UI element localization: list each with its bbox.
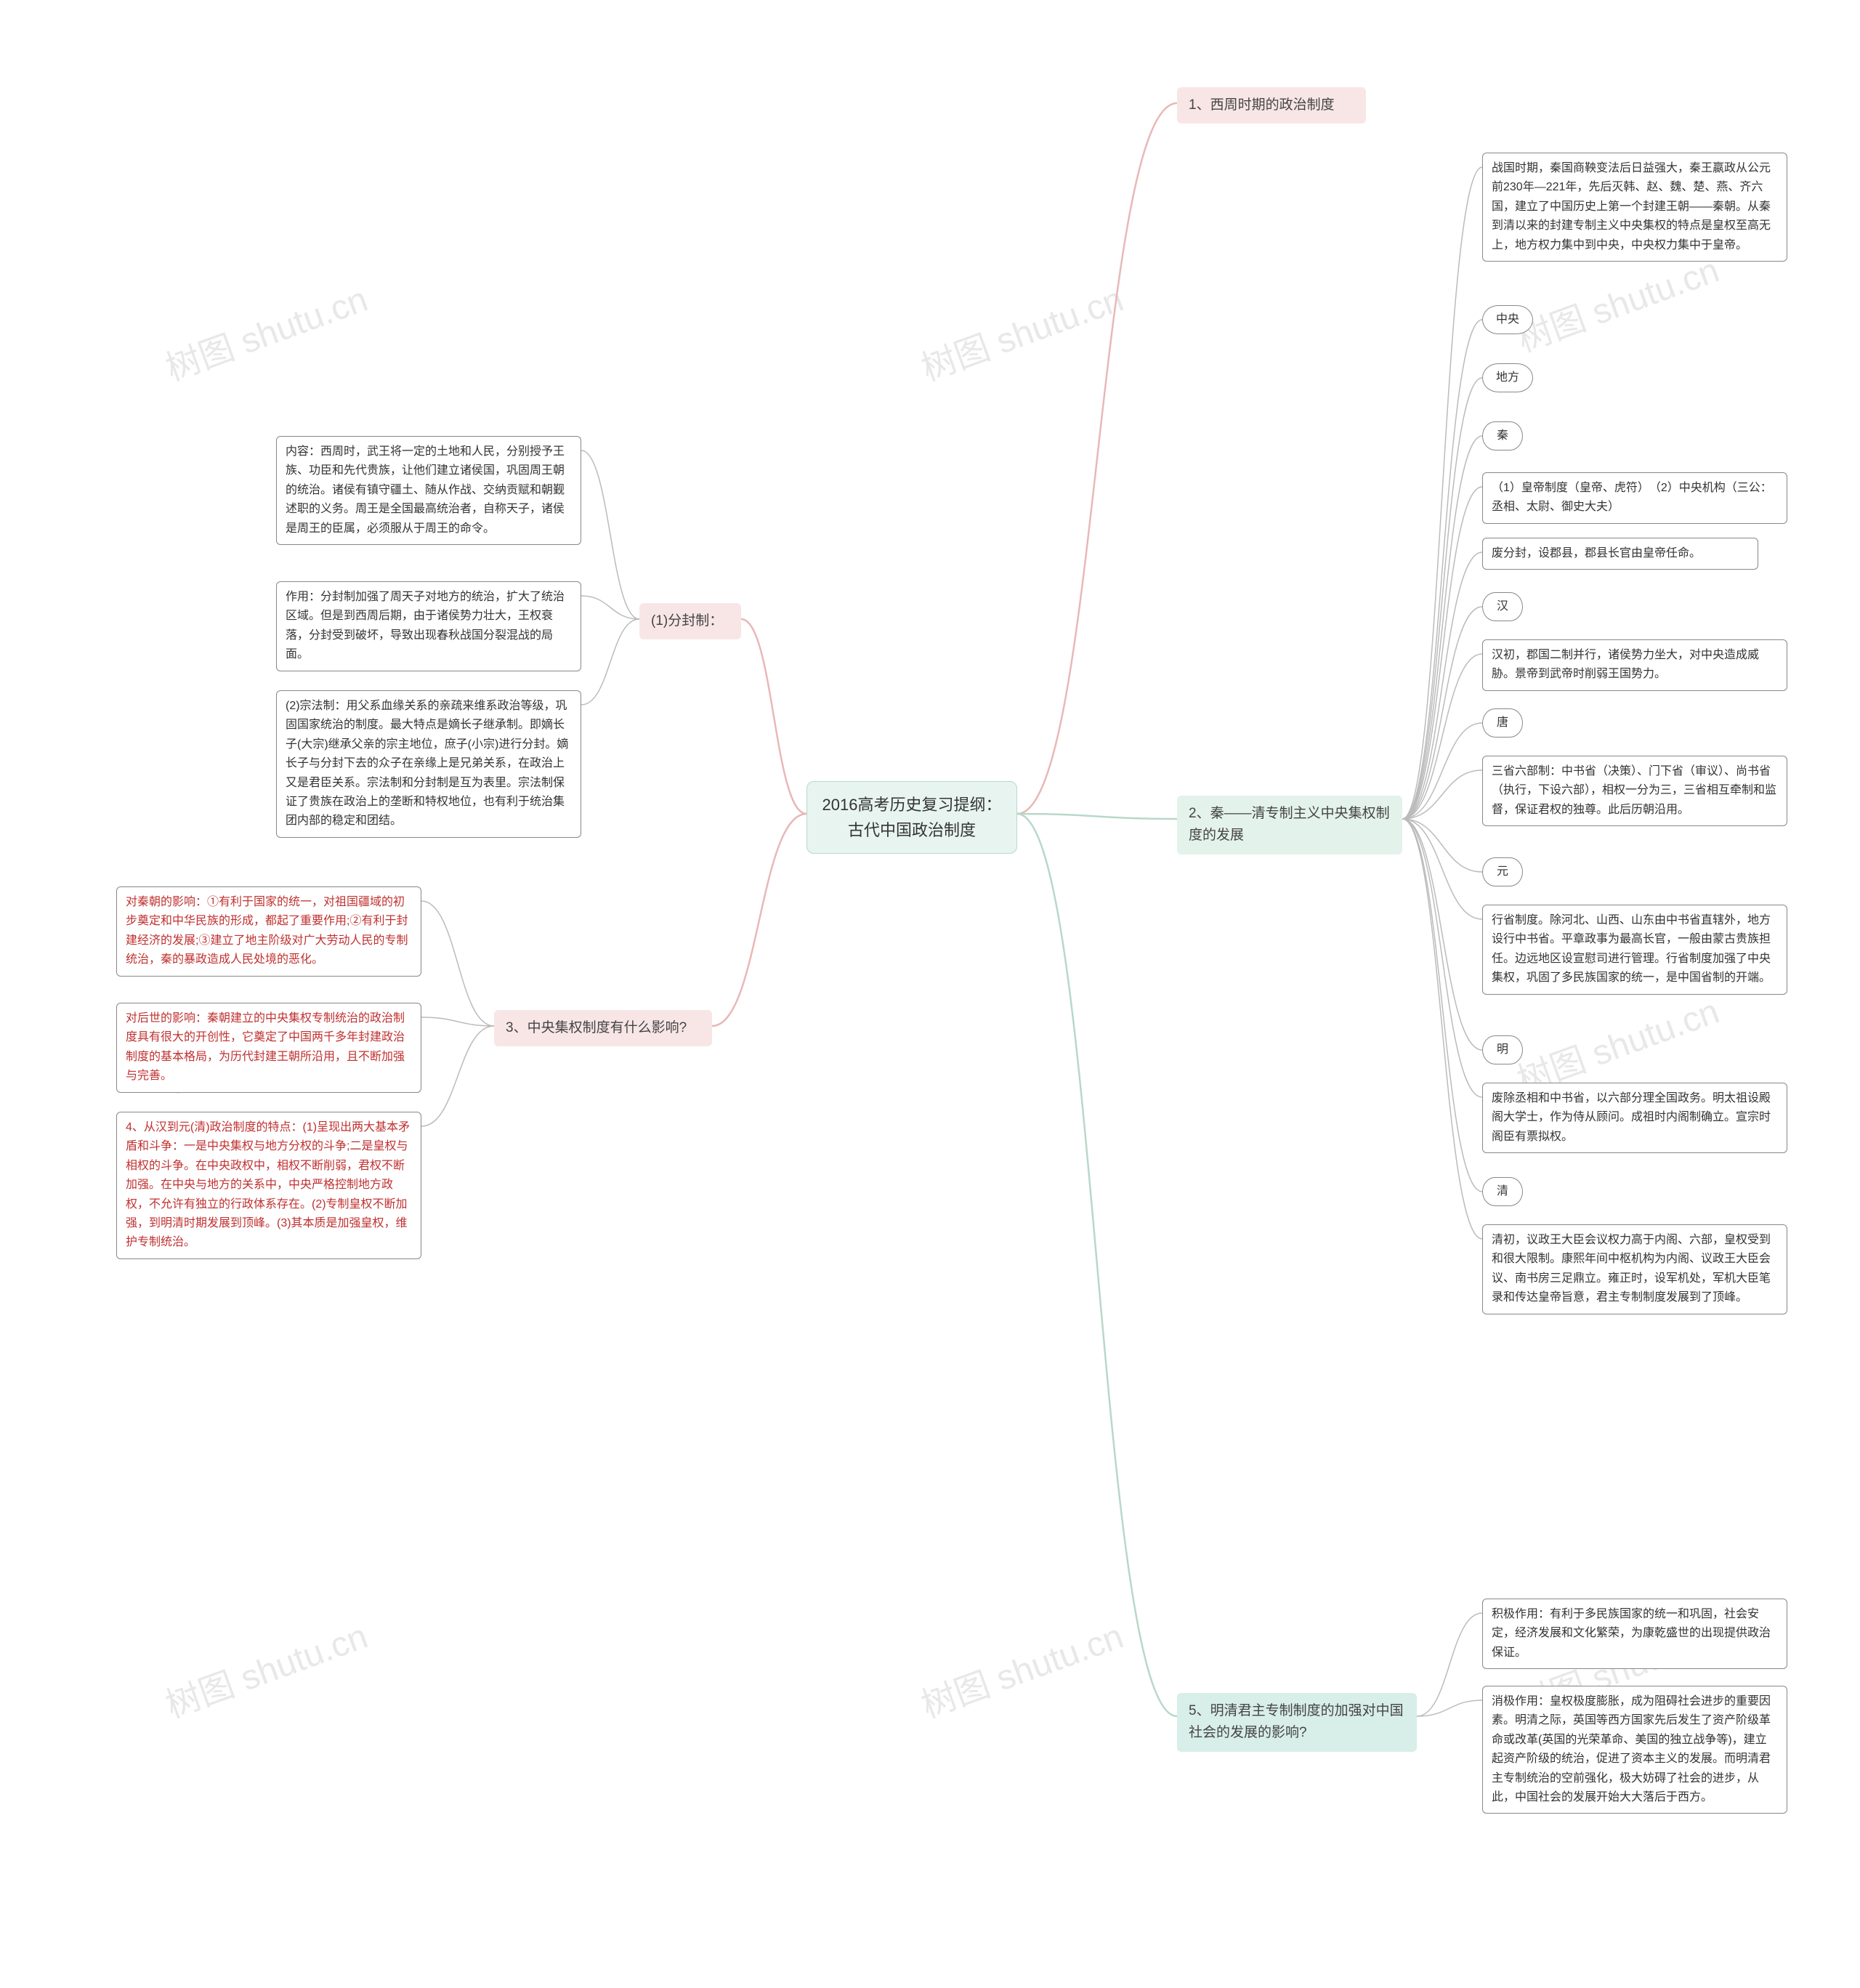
leaf-left-4: 对后世的影响：秦朝建立的中央集权专制统治的政治制度具有很大的开创性，它奠定了中国… [116,1003,421,1093]
leaf-right-11: 行省制度。除河北、山西、山东由中书省直辖外，地方设行中书省。平章政事为最高长官，… [1482,905,1787,995]
watermark: 树图 shutu.cn [913,1607,1129,1727]
root-node: 2016高考历史复习提纲：古代中国政治制度 [806,781,1017,854]
leaf-right-4: （1）皇帝制度（皇帝、虎符） （2）中央机构（三公：丞相、太尉、御史大夫） [1482,472,1787,524]
leaf-right-7: 汉初，郡国二制并行，诸侯势力坐大，对中央造成威胁。景帝到武帝时削弱王国势力。 [1482,639,1787,691]
watermark: 树图 shutu.cn [913,270,1129,390]
leaf-left-1: 作用：分封制加强了周天子对地方的统治，扩大了统治区域。但是到西周后期，由于诸侯势… [276,581,581,671]
leaf-right-12: 明 [1482,1035,1523,1064]
leaf-left-5: 4、从汉到元(清)政治制度的特点：(1)呈现出两大基本矛盾和斗争：一是中央集权与… [116,1112,421,1259]
leaf-right-0: 战国时期，秦国商鞅变法后日益强大，秦王嬴政从公元前230年—221年，先后灭韩、… [1482,153,1787,262]
watermark: 树图 shutu.cn [158,1607,373,1727]
leaf-left-2: (2)宗法制：用父系血缘关系的亲疏来维系政治等级，巩固国家统治的制度。最大特点是… [276,690,581,838]
leaf-right-17: 消极作用：皇权极度膨胀，成为阻碍社会进步的重要因素。明清之际，英国等西方国家先后… [1482,1686,1787,1814]
root-text: 2016高考历史复习提纲：古代中国政治制度 [822,796,1002,839]
branch-l3: 3、中央集权制度有什么影响? [494,1010,712,1046]
branch-l1: (1)分封制： [639,603,741,639]
leaf-right-14: 清 [1482,1177,1523,1206]
leaf-right-10: 元 [1482,857,1523,886]
leaf-right-6: 汉 [1482,592,1523,621]
leaf-right-13: 废除丞相和中书省，以六部分理全国政务。明太祖设殿阁大学士，作为侍从顾问。成祖时内… [1482,1083,1787,1153]
leaf-left-0: 内容：西周时，武王将一定的土地和人民，分别授予王族、功臣和先代贵族，让他们建立诸… [276,436,581,545]
branch-r5: 5、明清君主专制制度的加强对中国社会的发展的影响? [1177,1693,1417,1752]
leaf-right-8: 唐 [1482,708,1523,738]
leaf-left-3: 对秦朝的影响：①有利于国家的统一，对祖国疆域的初步奠定和中华民族的形成，都起了重… [116,886,421,977]
leaf-right-3: 秦 [1482,421,1523,450]
leaf-right-15: 清初，议政王大臣会议权力高于内阁、六部，皇权受到和很大限制。康熙年间中枢机构为内… [1482,1224,1787,1314]
leaf-right-2: 地方 [1482,363,1533,392]
leaf-right-16: 积极作用：有利于多民族国家的统一和巩固，社会安定，经济发展和文化繁荣，为康乾盛世… [1482,1599,1787,1669]
leaf-right-5: 废分封，设郡县，郡县长官由皇帝任命。 [1482,538,1758,570]
leaf-right-9: 三省六部制：中书省（决策）、门下省（审议）、尚书省（执行，下设六部），相权一分为… [1482,756,1787,826]
branch-r2: 2、秦——清专制主义中央集权制度的发展 [1177,796,1402,854]
branch-r1: 1、西周时期的政治制度 [1177,87,1366,124]
watermark: 树图 shutu.cn [158,270,373,390]
leaf-right-1: 中央 [1482,305,1533,334]
